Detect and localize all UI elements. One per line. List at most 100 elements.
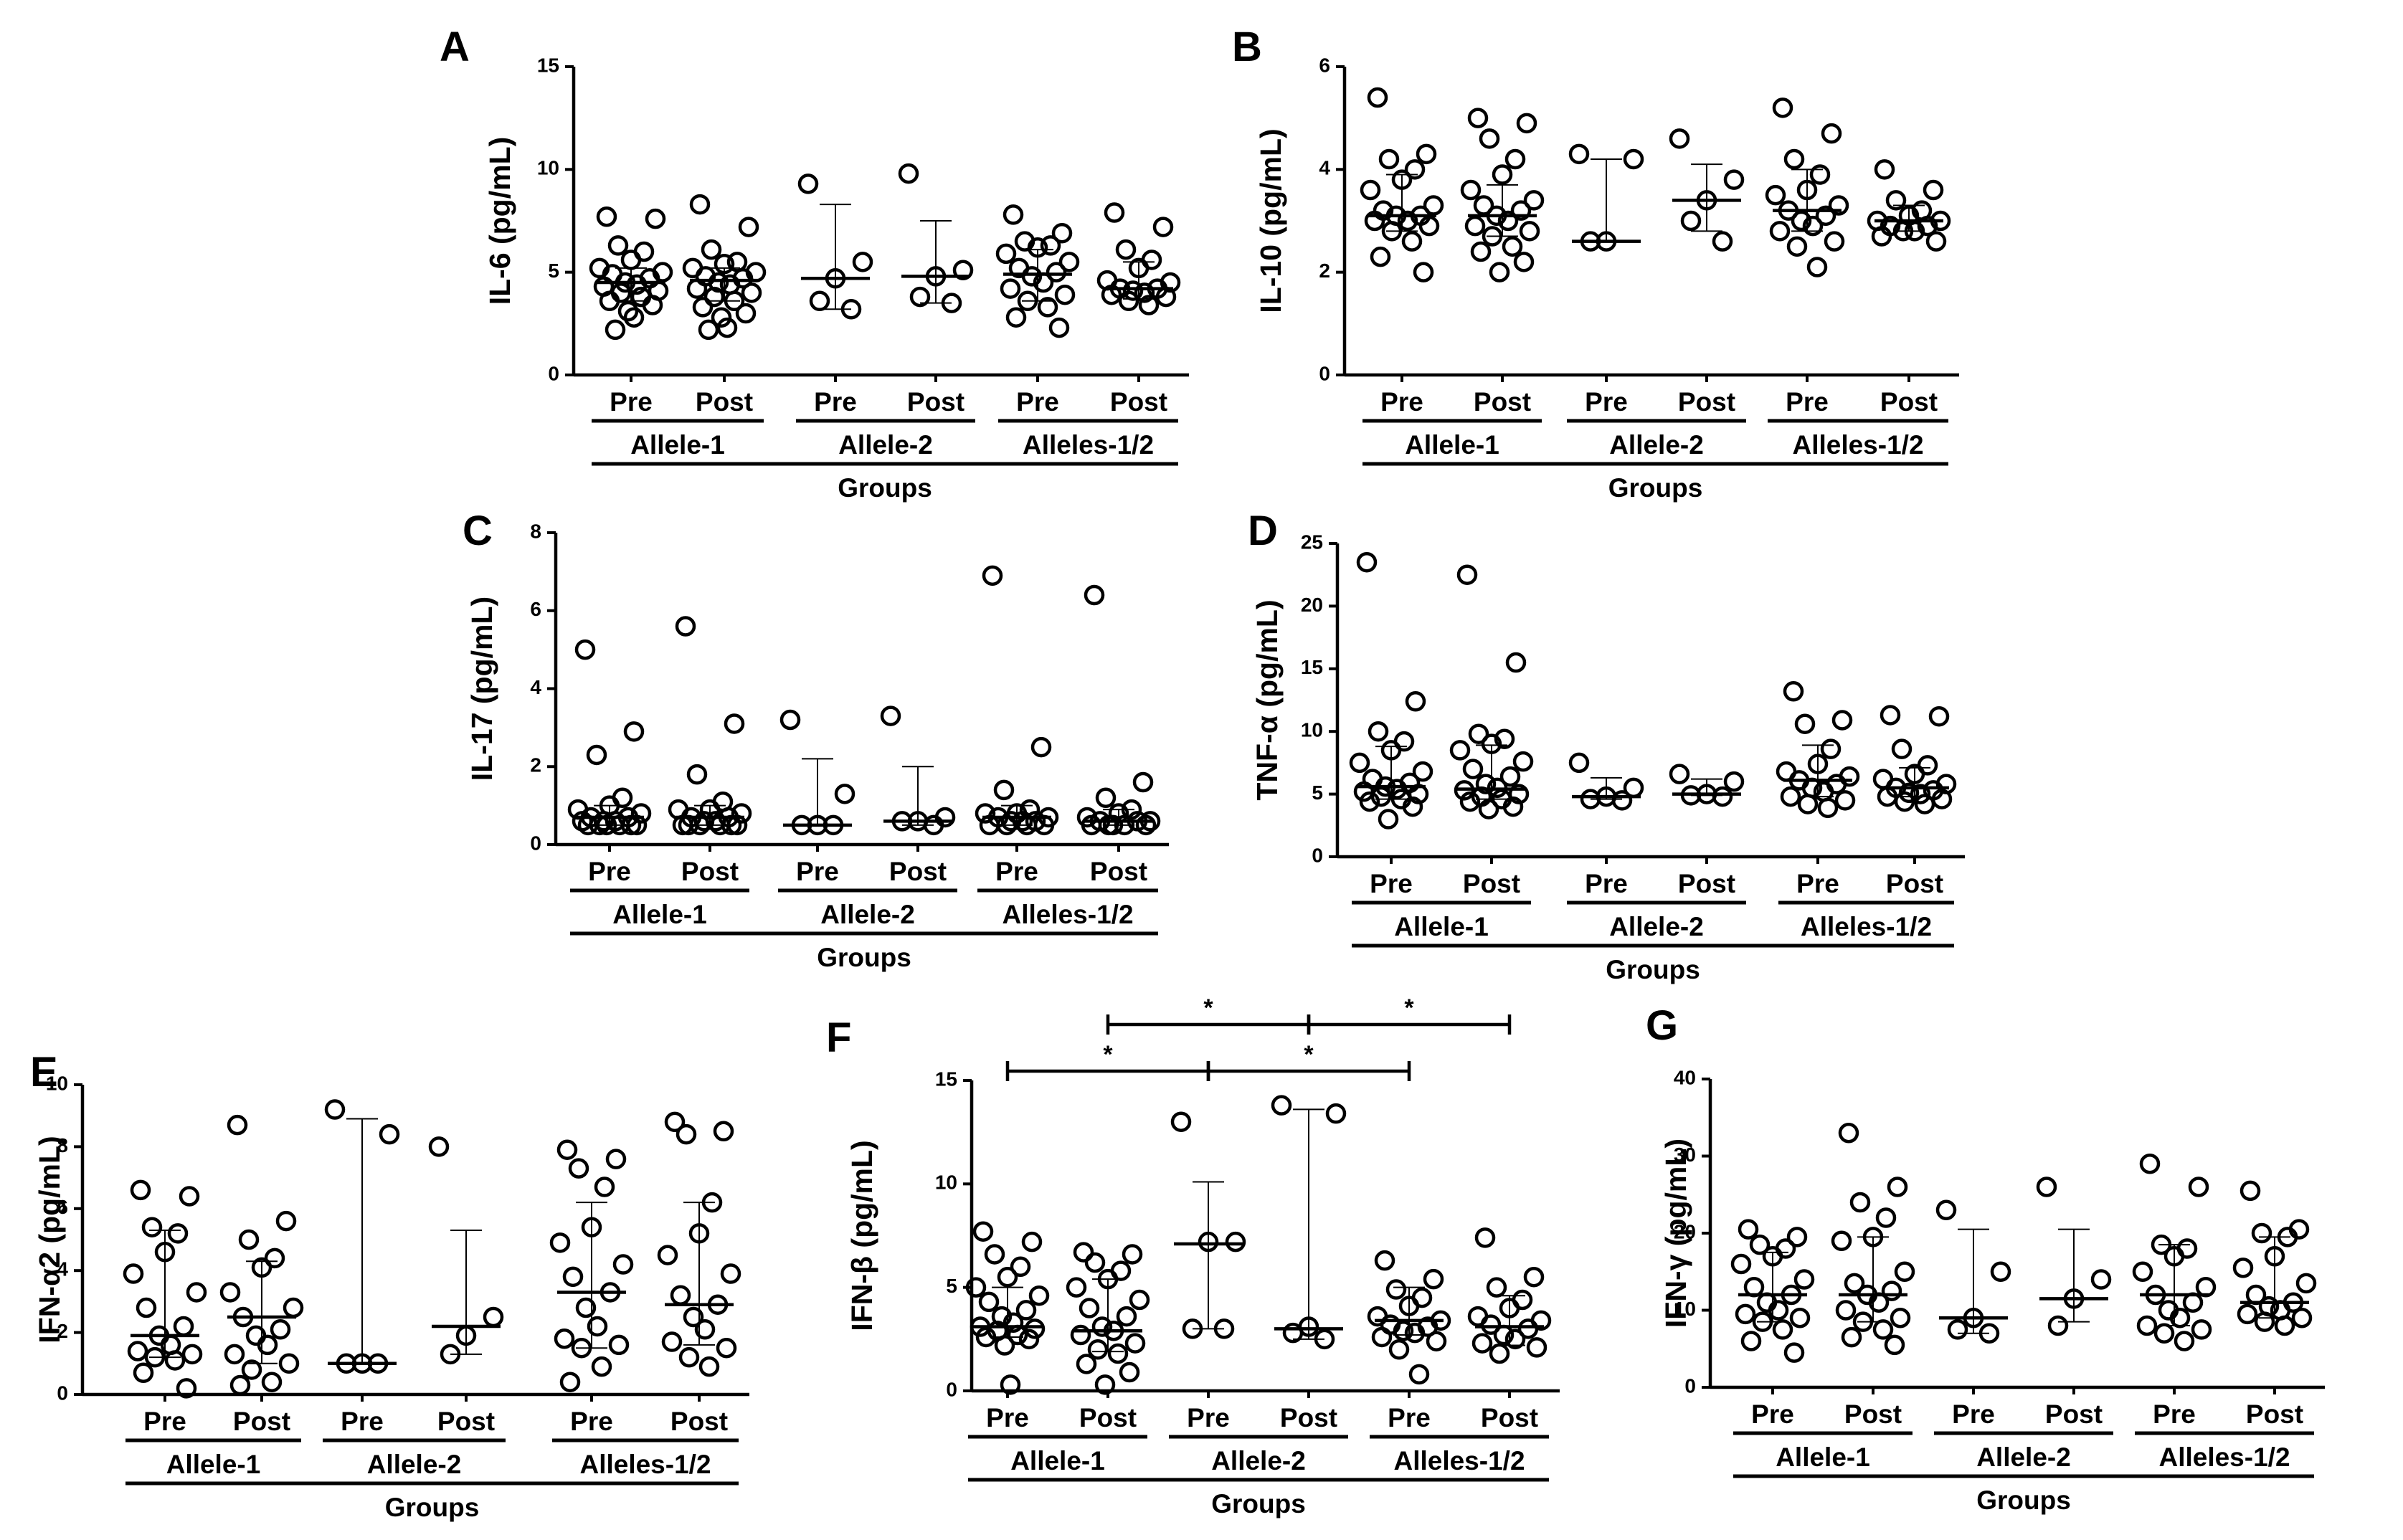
data-point: [1890, 1308, 1911, 1329]
y-tick-label: 0: [1319, 362, 1330, 384]
x-axis-label: Groups: [1211, 1489, 1306, 1518]
group-label: Alleles-1/2: [1023, 430, 1154, 460]
data-point: [167, 1223, 189, 1244]
series-allele-2-pre: [1568, 143, 1644, 252]
data-point: [1789, 1308, 1811, 1329]
data-point: [1504, 148, 1526, 170]
condition-label: Pre: [1585, 869, 1628, 898]
condition-label: Post: [1886, 869, 1943, 898]
data-point: [1834, 790, 1856, 811]
condition-label: Pre: [1388, 1403, 1431, 1432]
data-point: [952, 260, 974, 281]
data-point: [605, 1149, 627, 1169]
condition-label: Pre: [1585, 387, 1628, 417]
series-alleles-1-2-pre: [2132, 1154, 2217, 1351]
y-tick-label: 4: [57, 1258, 68, 1280]
data-point: [623, 307, 645, 328]
data-point: [1073, 1242, 1094, 1263]
group-label: Alleles-1/2: [1792, 430, 1923, 460]
data-point: [1849, 1192, 1871, 1213]
y-tick-label: 2: [530, 754, 541, 776]
data-point: [1104, 202, 1125, 223]
data-point: [1735, 1303, 1756, 1325]
data-point: [1000, 278, 1021, 299]
series-allele-1-pre: [123, 1179, 207, 1399]
condition-label: Pre: [2153, 1399, 2196, 1429]
data-point: [1325, 1103, 1347, 1124]
data-point: [2188, 1177, 2209, 1197]
series-allele-2-pre: [779, 709, 855, 836]
data-point: [1271, 1095, 1292, 1116]
series-alleles-1-2-post: [1467, 1227, 1552, 1364]
y-tick-label: 10: [935, 1171, 957, 1194]
data-point: [678, 1346, 700, 1368]
y-axis-label: IL-17 (pg/mL): [465, 596, 498, 781]
data-point: [993, 779, 1015, 801]
data-point: [1282, 1322, 1304, 1344]
data-point: [1402, 796, 1423, 817]
x-axis-label: Groups: [817, 943, 911, 972]
x-axis-label: Groups: [1976, 1486, 2071, 1515]
data-point: [1526, 1337, 1548, 1358]
condition-label: Pre: [1751, 1399, 1794, 1429]
data-point: [1489, 262, 1510, 282]
data-point: [1797, 794, 1819, 814]
condition-label: Post: [907, 387, 964, 417]
data-point: [675, 616, 696, 637]
y-tick-label: 15: [935, 1068, 957, 1090]
data-point: [1712, 786, 1733, 807]
data-point: [1504, 1329, 1526, 1350]
condition-label: Pre: [570, 1407, 613, 1436]
data-point: [1456, 564, 1478, 585]
group-label: Alleles-1/2: [1801, 912, 1932, 941]
data-point: [1091, 1316, 1113, 1337]
data-point: [645, 208, 666, 229]
data-point: [720, 1263, 741, 1284]
data-point: [1791, 210, 1812, 232]
data-point: [1094, 1374, 1116, 1395]
data-point: [1015, 1300, 1037, 1321]
series-alleles-1-2-pre: [549, 1139, 634, 1392]
data-point: [1048, 317, 1070, 338]
data-point: [1470, 241, 1492, 262]
data-point: [1806, 257, 1828, 277]
condition-label: Post: [1079, 1403, 1137, 1432]
data-point: [630, 803, 652, 824]
data-point: [1468, 723, 1489, 744]
data-point: [1828, 195, 1849, 216]
data-point: [1040, 235, 1061, 256]
data-point: [1378, 809, 1399, 830]
data-point: [1821, 123, 1842, 144]
panel-letter: A: [440, 24, 470, 70]
data-point: [568, 1158, 589, 1179]
y-axis-label: IFN-β (pg/mL): [845, 1140, 878, 1331]
data-point: [703, 286, 725, 308]
data-point: [1460, 179, 1482, 201]
data-point: [1523, 1266, 1545, 1288]
data-point: [1513, 252, 1535, 272]
data-point: [1815, 205, 1836, 227]
data-point: [1910, 784, 1931, 804]
data-point: [1364, 210, 1385, 232]
data-point: [379, 1123, 400, 1145]
data-point: [1426, 1331, 1447, 1351]
data-point: [731, 803, 752, 824]
data-point: [1021, 1231, 1043, 1253]
data-point: [1917, 215, 1938, 237]
series-allele-1-pre: [1360, 87, 1444, 282]
data-point: [1401, 231, 1423, 252]
data-point: [701, 239, 722, 260]
data-point: [1772, 1319, 1793, 1340]
data-point: [1418, 215, 1440, 237]
data-point: [686, 764, 708, 785]
data-point: [1388, 1339, 1410, 1360]
data-point: [1568, 752, 1590, 774]
data-point: [661, 1331, 683, 1352]
data-point: [1794, 713, 1816, 734]
data-point: [164, 1350, 186, 1371]
series-alleles-1-2-post: [1867, 159, 1951, 252]
data-point: [1780, 786, 1801, 807]
y-tick-label: 0: [548, 362, 559, 384]
panel-letter: E: [30, 1049, 58, 1095]
data-point: [711, 307, 732, 328]
